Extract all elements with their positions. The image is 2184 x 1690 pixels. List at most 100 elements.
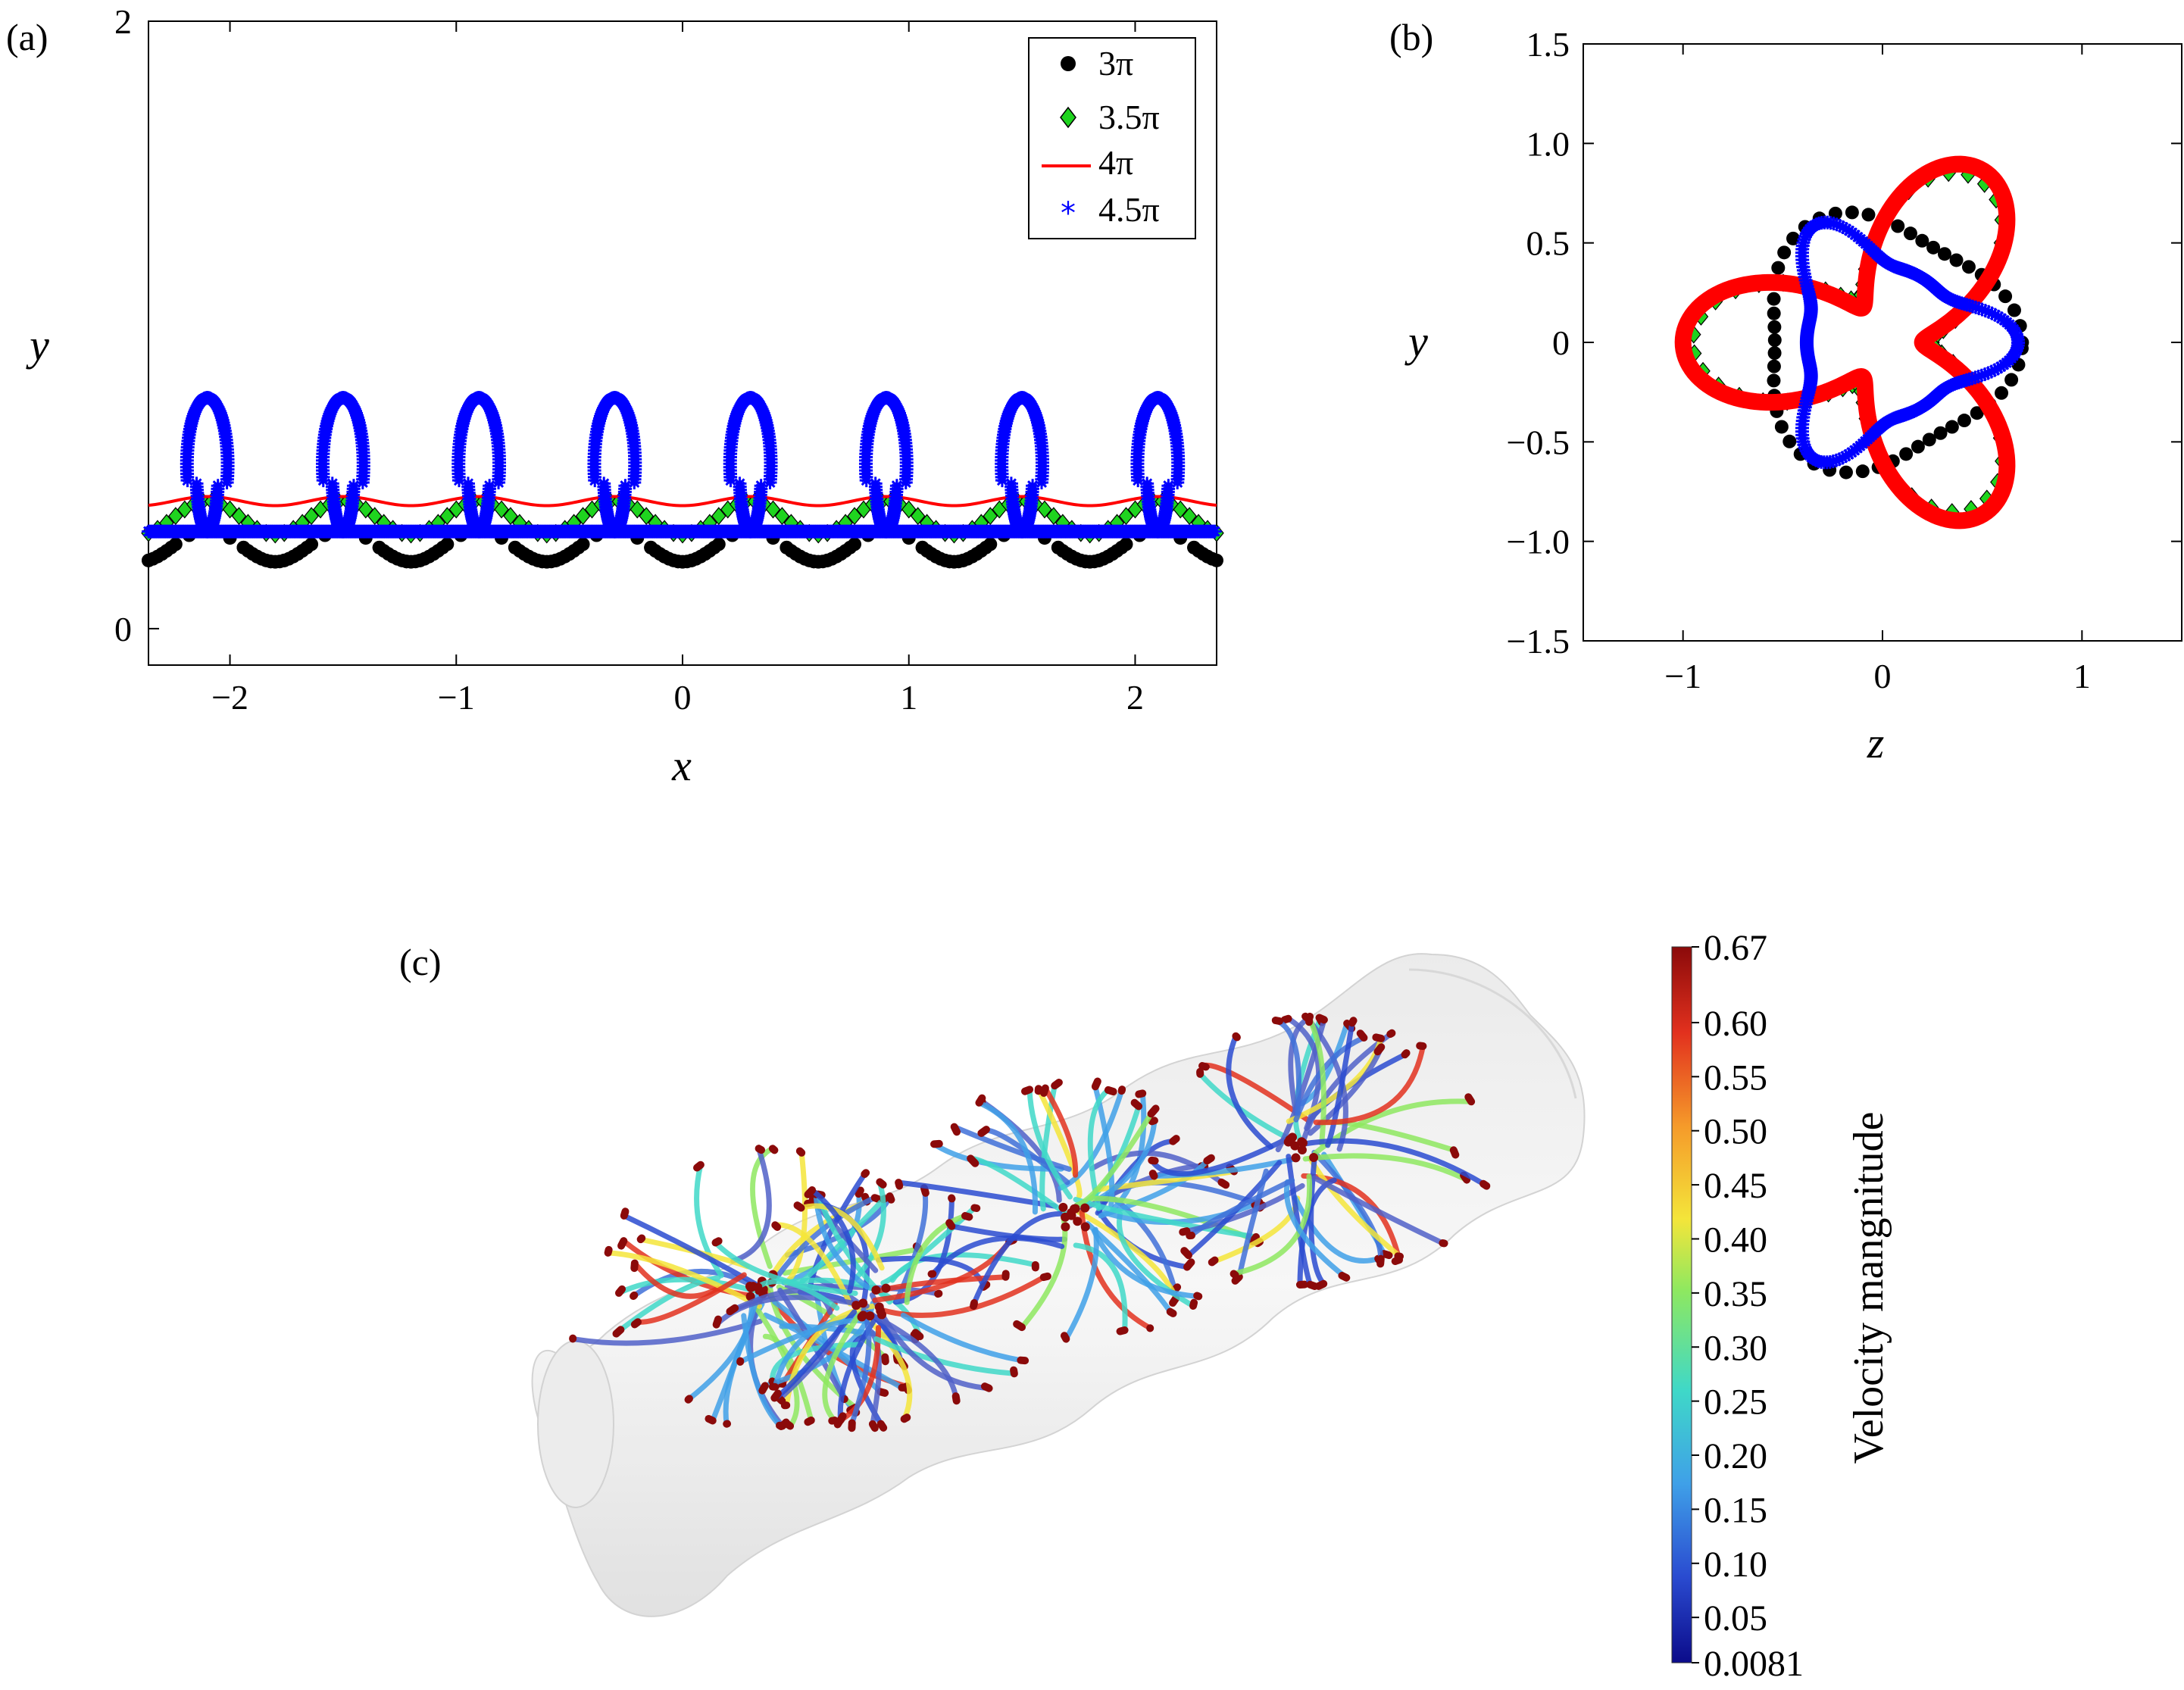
series-marker <box>1118 507 1134 526</box>
series-marker <box>2011 336 2026 350</box>
streamline <box>632 1260 721 1299</box>
series-marker <box>1173 500 1188 519</box>
colorbar-tick-label: 0.25 <box>1704 1382 1767 1423</box>
streamline-end <box>1391 1256 1404 1266</box>
streamline-end <box>945 1219 956 1230</box>
streamline <box>755 1279 840 1311</box>
series-marker <box>1945 420 1959 434</box>
streamline-core <box>1080 1203 1090 1213</box>
streamline-end <box>1373 1043 1386 1056</box>
streamline <box>1313 1043 1426 1126</box>
streamline <box>807 1171 867 1291</box>
series-marker <box>1911 439 1925 454</box>
streamline-end <box>868 1420 879 1432</box>
streamline-end <box>1229 1270 1239 1279</box>
series-line <box>1674 155 2016 529</box>
streamline-end <box>771 1221 782 1231</box>
streamline-end <box>712 1315 723 1329</box>
series-marker <box>1832 219 1847 233</box>
legend-circle-icon <box>1061 56 1076 71</box>
streamline-end <box>1091 1077 1101 1091</box>
streamline-end <box>1376 1254 1385 1268</box>
streamline-end <box>1315 1014 1328 1024</box>
series-marker <box>1767 333 1782 347</box>
series-marker <box>1777 245 1792 260</box>
series-marker <box>1922 433 1936 447</box>
series-marker <box>1949 253 1964 267</box>
streamline-end <box>755 1145 766 1154</box>
series-marker <box>1998 289 2013 304</box>
colorbar-tick-label: 0.60 <box>1704 1004 1767 1044</box>
streamline <box>714 1295 870 1328</box>
series-marker <box>1984 364 1998 379</box>
streamline-end <box>770 1389 782 1402</box>
series-marker <box>1985 306 1999 320</box>
x-tick-label: −1 <box>1664 657 1701 695</box>
x-tick-label: −1 <box>438 678 475 717</box>
series-marker <box>1150 524 1164 539</box>
series-marker <box>1978 367 1992 382</box>
x-tick-label: 0 <box>674 678 692 717</box>
streamline <box>1042 1086 1079 1178</box>
streamline <box>838 1325 882 1423</box>
streamline-end <box>1372 1033 1386 1042</box>
series-marker <box>1861 208 1876 222</box>
legend-entry-4-5pi: * 4.5π <box>1061 190 1160 231</box>
series-marker <box>1988 308 2002 322</box>
streamline <box>1302 1153 1470 1183</box>
streamline-end <box>1348 1017 1358 1027</box>
streamline-end <box>620 1207 630 1220</box>
streamline-end <box>1148 1117 1158 1126</box>
series-4.5π <box>142 391 1222 539</box>
series-marker <box>1845 205 1859 220</box>
streamline <box>1091 1228 1201 1299</box>
tube-left-opening <box>537 1340 614 1508</box>
series-marker <box>300 540 314 554</box>
streamline-end <box>975 1094 986 1107</box>
series-marker <box>707 540 721 554</box>
streamline-end <box>920 1184 930 1197</box>
streamline-end <box>726 1304 739 1316</box>
streamline-end <box>1169 1294 1180 1307</box>
streamline-end <box>612 1326 625 1338</box>
streamline-core <box>874 1302 884 1312</box>
panel-a-plot-area <box>141 391 1224 569</box>
streamline-end <box>828 1417 839 1425</box>
panel-b-y-ticks: −1.5 −1.0 −0.5 0 0.5 1.0 1.5 <box>1507 25 2182 661</box>
streamline-end <box>1148 1170 1158 1180</box>
streamline-end <box>950 1123 961 1136</box>
colorbar: 0.67 0.60 0.55 0.50 0.45 0.40 0.35 0.30 0.25 0.20… <box>1671 928 1892 1684</box>
panel-b-plot-area <box>1674 155 2029 529</box>
streamline-end <box>776 1395 786 1405</box>
streamline <box>798 1203 885 1271</box>
streamline-end <box>1135 1089 1147 1098</box>
streamline <box>1095 1117 1158 1203</box>
series-marker <box>494 500 509 519</box>
series-marker <box>1131 473 1145 488</box>
streamline-end <box>1208 1256 1219 1267</box>
tube-right-edge <box>1408 968 1577 1099</box>
streamline-end <box>1356 1029 1368 1042</box>
streamline <box>713 1239 858 1296</box>
streamline <box>930 1235 1065 1277</box>
streamline <box>822 1310 863 1423</box>
streamline-end <box>1060 1332 1070 1343</box>
series-marker <box>503 507 518 526</box>
series-marker <box>2007 303 2021 317</box>
streamline-core <box>1061 1222 1070 1232</box>
series-marker <box>1891 219 1905 233</box>
streamline <box>635 1272 747 1325</box>
streamline <box>1308 1159 1326 1287</box>
streamline-core <box>1309 1153 1319 1163</box>
streamline-end <box>980 1382 993 1392</box>
streamline <box>1076 1209 1179 1301</box>
y-tick-label: 2 <box>114 2 132 41</box>
streamline-end <box>1198 1062 1210 1071</box>
streamline <box>868 1329 882 1427</box>
colorbar-tick-label: 0.55 <box>1704 1057 1767 1098</box>
colorbar-tick-label: 0.67 <box>1704 928 1767 968</box>
series-marker <box>1961 260 1976 274</box>
series-marker <box>211 479 225 493</box>
streamline <box>873 1336 1017 1376</box>
panel-a-x-label: x <box>671 741 692 790</box>
